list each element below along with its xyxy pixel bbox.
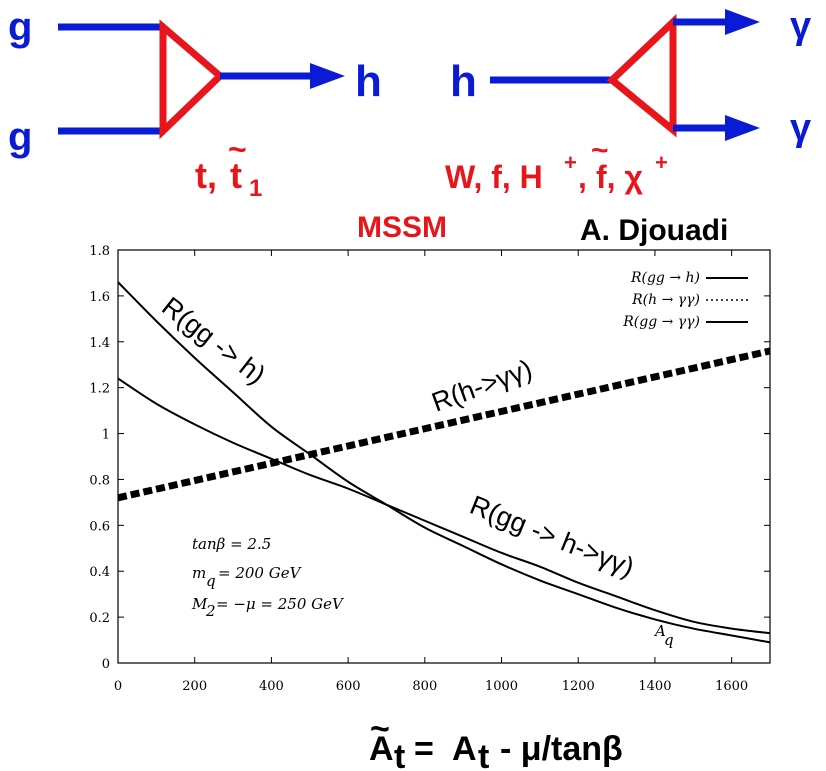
right-higgs-label: h	[450, 57, 477, 106]
plot-area: 0 200 400 600 800 1000 1200 1400 1600 0 0.2 0.4 0.6 0…	[89, 244, 771, 694]
stop-tilde: ~	[228, 131, 247, 167]
right-loop-triangle	[606, 13, 677, 138]
loop-particle-stop: t	[230, 155, 242, 196]
left-gluon-bottom-label: g	[8, 115, 32, 159]
formula-tilde: ~	[370, 710, 390, 748]
x-tick-label: 800	[412, 679, 437, 694]
loop-list-part1: W, f, H	[445, 159, 543, 195]
legend: R(gg → h) R(h → γγ) R(gg → γγ)	[622, 270, 748, 330]
series-gg-h-gamgam	[117, 377, 771, 635]
y-tick-label: 0.2	[89, 611, 110, 626]
formula-eq: =	[414, 730, 434, 768]
legend-entry-3: R(gg → γγ)	[622, 314, 700, 330]
formula-lhs-sub: t	[394, 738, 405, 771]
param-tanbeta: tanβ = 2.5	[192, 535, 271, 553]
x-tick-label: 0	[114, 679, 122, 694]
y-tick-label: 0	[102, 657, 110, 672]
plot-frame	[117, 249, 771, 664]
series-gg-to-h	[117, 281, 771, 644]
parameter-box: tanβ = 2.5 m q = 200 GeV M 2 = −μ = 250 …	[191, 535, 345, 620]
param-mq-value: = 200 GeV	[218, 564, 303, 582]
formula-rest: - μ/tanβ	[500, 730, 623, 768]
param-m2-sub: 2	[205, 602, 216, 620]
x-axis-formula: ~ A t = A t - μ/tanβ	[369, 710, 623, 771]
author-label: A. Djouadi	[580, 214, 728, 247]
right-feynman-diagram: h γ γ W, f, H + , f, χ ~ +	[445, 5, 811, 195]
y-tick-label: 1.4	[89, 336, 110, 351]
label-gg-h-gamgam: R(gg -> h->γγ)	[466, 490, 639, 583]
y-tick-label: 0.6	[89, 519, 110, 534]
x-tick-label: 600	[336, 679, 361, 694]
y-tick-label: 1.2	[89, 382, 110, 397]
formula-lhs: A	[369, 730, 394, 768]
left-higgs-label: h	[355, 57, 382, 106]
left-top-loop-triangle	[159, 19, 226, 140]
photon-bottom-arrow	[725, 115, 760, 141]
formula-rhs: A	[452, 730, 477, 768]
loop-list-part3: f, χ	[596, 159, 643, 195]
param-mq-symbol: m	[192, 564, 206, 582]
x-tick-label: 1000	[485, 679, 518, 694]
x-tick-label: 1600	[715, 679, 748, 694]
formula-rhs-sub: t	[478, 738, 489, 771]
y-tick-label: 1	[102, 428, 110, 443]
x-tick-label: 1200	[562, 679, 595, 694]
series-layer	[117, 281, 771, 644]
left-higgs-arrow	[310, 63, 345, 89]
photon-top-arrow	[725, 9, 760, 35]
legend-entry-1: R(gg → h)	[630, 270, 700, 286]
left-gluon-top-label: g	[8, 5, 32, 49]
loop-particle-top: t	[195, 155, 207, 196]
loop-list-sup1: +	[564, 150, 577, 175]
corner-label: A	[653, 622, 666, 640]
y-tick-label: 0.4	[89, 565, 110, 580]
loop-list-sup2: +	[655, 150, 668, 175]
series-h-to-gamgam	[117, 347, 771, 502]
y-tick-label: 0.8	[89, 473, 110, 488]
loop-list-part2: ,	[578, 159, 587, 195]
y-tick-label: 1.6	[89, 290, 110, 305]
axis-ticks: 0 200 400 600 800 1000 1200 1400 1600 0 0.2 0.4 0.6 0…	[89, 244, 770, 694]
sfermion-tilde: ~	[591, 134, 609, 167]
photon-top-label: γ	[790, 5, 811, 47]
y-tick-label: 1.8	[89, 244, 110, 259]
param-m2-symbol: M	[191, 595, 208, 613]
stop-subscript: 1	[249, 175, 262, 202]
corner-label-sub: q	[664, 631, 674, 649]
legend-entry-2: R(h → γγ)	[631, 292, 700, 308]
x-tick-label: 1400	[638, 679, 671, 694]
param-mq-sub: q	[206, 572, 216, 590]
photon-bottom-label: γ	[790, 107, 811, 149]
x-tick-label: 200	[182, 679, 207, 694]
x-tick-label: 400	[259, 679, 284, 694]
left-feynman-diagram: g g h t , t ~ 1	[8, 5, 382, 202]
model-label: MSSM	[357, 211, 447, 244]
loop-separator: ,	[207, 155, 217, 196]
param-m2-value: = −μ = 250 GeV	[216, 595, 345, 613]
